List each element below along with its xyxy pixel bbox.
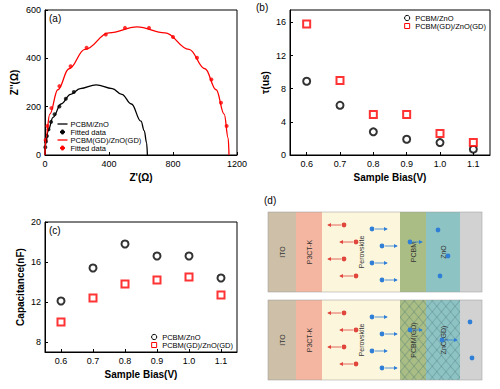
svg-text:PCBM: PCBM	[410, 242, 417, 262]
svg-text:16: 16	[276, 17, 286, 27]
svg-text:(a): (a)	[49, 13, 61, 24]
svg-text:PCBM(GD)/ZnO(GD): PCBM(GD)/ZnO(GD)	[415, 22, 486, 31]
svg-text:PCBM(GD)/ZnO(GD): PCBM(GD)/ZnO(GD)	[70, 135, 142, 145]
svg-text:1.0: 1.0	[434, 159, 447, 169]
svg-text:8: 8	[36, 337, 41, 347]
svg-text:0: 0	[36, 150, 41, 160]
svg-text:400: 400	[26, 53, 41, 63]
svg-text:800: 800	[165, 159, 180, 169]
svg-text:0.8: 0.8	[367, 159, 380, 169]
svg-text:400: 400	[101, 159, 116, 169]
svg-text:ZnO(GD): ZnO(GD)	[439, 325, 447, 355]
svg-text:0: 0	[42, 159, 47, 169]
svg-text:0: 0	[281, 150, 286, 160]
svg-text:PCBM(GD): PCBM(GD)	[410, 322, 418, 357]
svg-text:P3CT-K: P3CT-K	[306, 327, 313, 352]
svg-text:1.1: 1.1	[215, 356, 228, 366]
svg-text:0.7: 0.7	[87, 356, 100, 366]
svg-text:(c): (c)	[49, 225, 61, 236]
svg-text:12: 12	[31, 297, 41, 307]
svg-text:PCBM(GD)/ZnO(GD): PCBM(GD)/ZnO(GD)	[162, 341, 233, 350]
svg-text:ITO: ITO	[279, 334, 286, 346]
svg-text:Sample Bias(V): Sample Bias(V)	[354, 172, 427, 183]
svg-text:Capacitance(nF): Capacitance(nF)	[15, 248, 26, 326]
svg-text:P3CT-K: P3CT-K	[306, 239, 313, 264]
svg-text:0.9: 0.9	[151, 356, 164, 366]
svg-text:1.1: 1.1	[467, 159, 480, 169]
svg-text:4: 4	[281, 117, 286, 127]
svg-text:PCBM/ZnO: PCBM/ZnO	[162, 332, 201, 342]
svg-text:600: 600	[26, 5, 41, 15]
svg-text:0.6: 0.6	[55, 356, 68, 366]
svg-text:16: 16	[31, 257, 41, 267]
svg-text:PCBM/ZnO: PCBM/ZnO	[415, 13, 454, 23]
svg-text:τ(us): τ(us)	[260, 71, 271, 94]
svg-text:8: 8	[281, 84, 286, 94]
svg-text:Perovskite: Perovskite	[358, 236, 365, 269]
svg-text:PCBM/ZnO: PCBM/ZnO	[70, 119, 109, 129]
svg-text:200: 200	[26, 102, 41, 112]
svg-text:0.6: 0.6	[300, 159, 313, 169]
svg-text:Z''(Ω): Z''(Ω)	[9, 70, 20, 96]
svg-text:1.0: 1.0	[183, 356, 196, 366]
svg-text:Fitted data: Fitted data	[71, 144, 107, 153]
svg-text:(b): (b)	[256, 2, 268, 13]
svg-text:12: 12	[276, 51, 286, 61]
svg-text:ZnO: ZnO	[440, 245, 447, 259]
svg-text:Sample Bias(V): Sample Bias(V)	[105, 369, 178, 380]
svg-text:0.8: 0.8	[119, 356, 132, 366]
svg-text:0.7: 0.7	[334, 159, 347, 169]
svg-text:(d): (d)	[264, 195, 276, 206]
svg-text:Z'(Ω): Z'(Ω)	[129, 172, 152, 183]
svg-text:Perovskite: Perovskite	[358, 324, 365, 357]
svg-text:ITO: ITO	[279, 246, 286, 258]
svg-text:0.9: 0.9	[400, 159, 413, 169]
svg-text:20: 20	[31, 217, 41, 227]
svg-text:1200: 1200	[227, 159, 247, 169]
svg-text:Fitted data: Fitted data	[70, 127, 106, 137]
